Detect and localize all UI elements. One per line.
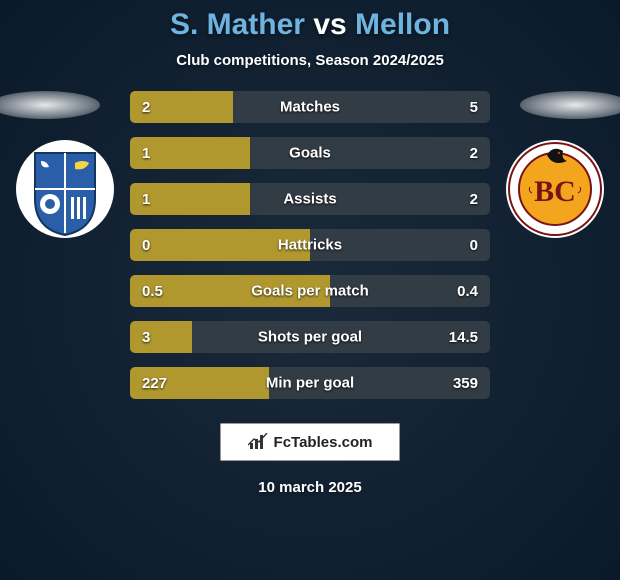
stat-label: Matches bbox=[280, 99, 340, 116]
stat-left-value: 0 bbox=[142, 237, 150, 254]
stat-left-value: 0.5 bbox=[142, 283, 163, 300]
stat-row: 0 0 Hattricks bbox=[130, 229, 490, 261]
stat-label: Goals bbox=[289, 145, 331, 162]
comparison-layout: 25Matches12Goals12Assists00Hattricks0.50… bbox=[0, 91, 620, 399]
player-highlight-right bbox=[520, 91, 620, 119]
stat-right-value: 0.4 bbox=[457, 283, 478, 300]
page-title: S. Mather vs Mellon bbox=[0, 8, 620, 42]
svg-text:BC: BC bbox=[534, 175, 576, 208]
stat-label: Assists bbox=[283, 191, 336, 208]
stat-label: Hattricks bbox=[278, 237, 342, 254]
stat-right-value: 2 bbox=[470, 145, 478, 162]
player1-name: S. Mather bbox=[170, 8, 305, 41]
club-crest-left-icon bbox=[15, 139, 115, 239]
stat-right-value: 359 bbox=[453, 375, 478, 392]
club-crest-right-icon: BC bbox=[505, 139, 605, 239]
vs-label: vs bbox=[313, 8, 346, 41]
player-highlight-left bbox=[0, 91, 100, 119]
stats-bars: 25Matches12Goals12Assists00Hattricks0.50… bbox=[130, 91, 490, 399]
brand-link[interactable]: FcTables.com bbox=[220, 423, 400, 461]
stat-right-value: 2 bbox=[470, 191, 478, 208]
stat-right-value: 0 bbox=[470, 237, 478, 254]
stat-label: Goals per match bbox=[251, 283, 369, 300]
stat-row: 3 14.5 Shots per goal bbox=[130, 321, 490, 353]
stat-left-value: 2 bbox=[142, 99, 150, 116]
stat-left-value: 3 bbox=[142, 329, 150, 346]
stat-row: 2 5 Matches bbox=[130, 91, 490, 123]
right-side: BC bbox=[490, 91, 620, 239]
stat-row: 0.5 0.4 Goals per match bbox=[130, 275, 490, 307]
left-side bbox=[0, 91, 130, 239]
subtitle: Club competitions, Season 2024/2025 bbox=[0, 52, 620, 69]
stat-left-value: 227 bbox=[142, 375, 167, 392]
stat-row: 227 359 Min per goal bbox=[130, 367, 490, 399]
stat-row: 1 2 Goals bbox=[130, 137, 490, 169]
brand-chart-icon bbox=[248, 433, 268, 451]
stat-label: Shots per goal bbox=[258, 329, 362, 346]
stat-label: Min per goal bbox=[266, 375, 354, 392]
bradford-city-badge: BC bbox=[505, 139, 605, 239]
tranmere-rovers-badge bbox=[15, 139, 115, 239]
comparison-card: S. Mather vs Mellon Club competitions, S… bbox=[0, 0, 620, 496]
stat-left-value: 1 bbox=[142, 145, 150, 162]
stat-left-value: 1 bbox=[142, 191, 150, 208]
stat-right-value: 14.5 bbox=[449, 329, 478, 346]
stat-right-value: 5 bbox=[470, 99, 478, 116]
player2-name: Mellon bbox=[355, 8, 450, 41]
brand-text: FcTables.com bbox=[274, 434, 373, 451]
stat-row: 1 2 Assists bbox=[130, 183, 490, 215]
date-label: 10 march 2025 bbox=[0, 479, 620, 496]
